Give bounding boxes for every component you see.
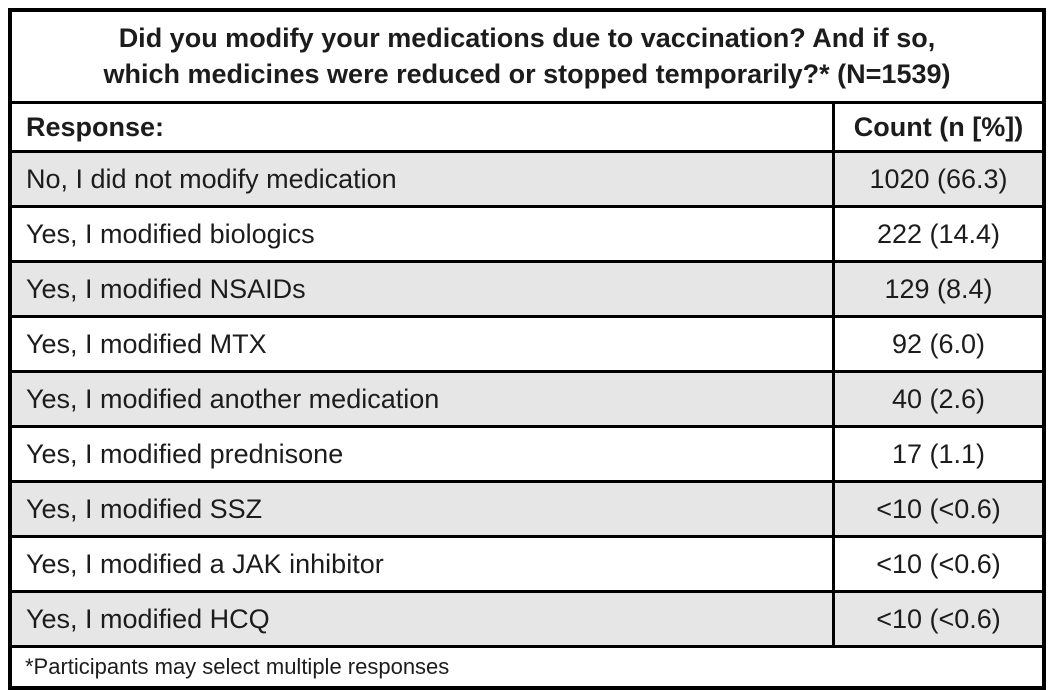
- count-cell: 40 (2.6): [832, 373, 1042, 425]
- table-footnote: *Participants may select multiple respon…: [12, 648, 1042, 686]
- response-cell: Yes, I modified another medication: [26, 383, 440, 414]
- count-cell: <10 (<0.6): [832, 483, 1042, 535]
- table-header-row: Response: Count (n [%]): [12, 104, 1042, 153]
- count-cell: 92 (6.0): [832, 318, 1042, 370]
- column-header-response: Response:: [26, 111, 165, 142]
- table-title-text: Did you modify your medications due to v…: [103, 22, 951, 89]
- response-cell: Yes, I modified SSZ: [26, 493, 263, 524]
- table-row: Yes, I modified MTX 92 (6.0): [12, 318, 1042, 373]
- count-cell: <10 (<0.6): [832, 538, 1042, 590]
- response-cell: Yes, I modified a JAK inhibitor: [26, 548, 384, 579]
- count-cell: 1020 (66.3): [832, 153, 1042, 205]
- response-cell: No, I did not modify medication: [26, 163, 397, 194]
- table-row: Yes, I modified a JAK inhibitor <10 (<0.…: [12, 538, 1042, 593]
- count-cell: 17 (1.1): [832, 428, 1042, 480]
- table-row: Yes, I modified biologics 222 (14.4): [12, 208, 1042, 263]
- count-cell: <10 (<0.6): [832, 593, 1042, 645]
- count-cell: 222 (14.4): [832, 208, 1042, 260]
- response-cell: Yes, I modified MTX: [26, 328, 267, 359]
- response-cell: Yes, I modified HCQ: [26, 603, 270, 634]
- table-row: Yes, I modified another medication 40 (2…: [12, 373, 1042, 428]
- table-row: Yes, I modified HCQ <10 (<0.6): [12, 593, 1042, 648]
- table-row: No, I did not modify medication 1020 (66…: [12, 153, 1042, 208]
- table-row: Yes, I modified prednisone 17 (1.1): [12, 428, 1042, 483]
- table-title: Did you modify your medications due to v…: [12, 12, 1042, 104]
- table-row: Yes, I modified NSAIDs 129 (8.4): [12, 263, 1042, 318]
- survey-response-table: Did you modify your medications due to v…: [8, 8, 1046, 690]
- count-cell: 129 (8.4): [832, 263, 1042, 315]
- response-cell: Yes, I modified NSAIDs: [26, 273, 306, 304]
- table-row: Yes, I modified SSZ <10 (<0.6): [12, 483, 1042, 538]
- column-header-count: Count (n [%]): [832, 104, 1042, 150]
- response-cell: Yes, I modified prednisone: [26, 438, 344, 469]
- response-cell: Yes, I modified biologics: [26, 218, 315, 249]
